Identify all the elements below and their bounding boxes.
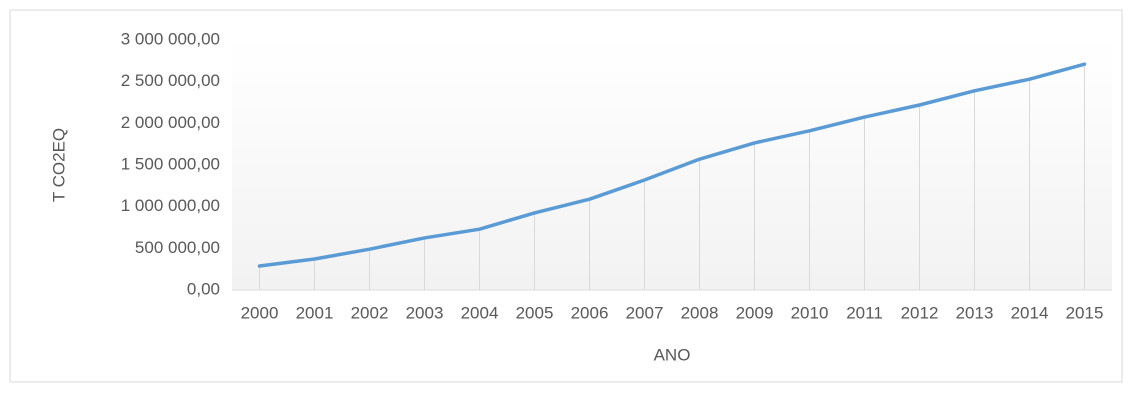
x-tick-label: 2010 [791,303,829,322]
x-tick-label: 2012 [901,303,939,322]
y-tick-label: 2 000 000,00 [121,113,220,132]
y-tick-label: 1 000 000,00 [121,196,220,215]
x-tick-label: 2013 [956,303,994,322]
y-tick-label: 2 500 000,00 [121,71,220,90]
x-tick-label: 2009 [736,303,774,322]
x-tick-label: 2014 [1011,303,1049,322]
y-tick-label: 0,00 [187,279,220,298]
x-tick-label: 2003 [406,303,444,322]
x-tick-label: 2005 [516,303,554,322]
x-tick-label: 2004 [461,303,499,322]
y-tick-label: 500 000,00 [135,238,220,257]
y-tick-label: 1 500 000,00 [121,154,220,173]
x-tick-label: 2001 [296,303,334,322]
x-tick-label: 2015 [1066,303,1104,322]
x-tick-label: 2000 [241,303,279,322]
x-tick-label: 2002 [351,303,389,322]
y-axis-label: T CO2EQ [49,128,68,202]
y-tick-label: 3 000 000,00 [121,29,220,48]
x-tick-label: 2007 [626,303,664,322]
x-tick-label: 2006 [571,303,609,322]
x-tick-label: 2011 [846,303,883,322]
x-axis-label: ANO [654,345,691,364]
x-tick-label: 2008 [681,303,719,322]
data-line [257,62,1087,268]
plot-area [232,40,1112,290]
